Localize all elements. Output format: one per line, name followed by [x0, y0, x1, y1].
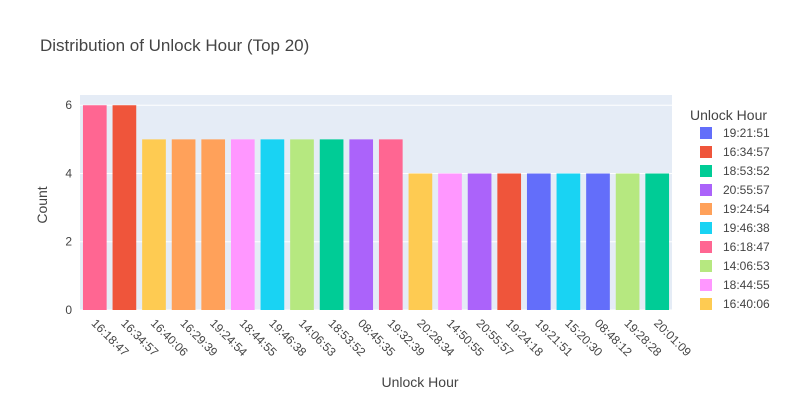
legend-swatch: [700, 165, 712, 177]
legend-item[interactable]: 19:24:54: [700, 202, 770, 216]
legend-swatch: [700, 298, 712, 310]
legend-title: Unlock Hour: [690, 107, 767, 123]
legend-swatch: [700, 260, 712, 272]
bar[interactable]: [171, 139, 196, 310]
bar[interactable]: [82, 105, 107, 310]
bar[interactable]: [201, 139, 226, 310]
legend-items: 19:21:51 16:34:57 18:53:52 20:55:57 19:24:54…: [700, 126, 770, 311]
bar[interactable]: [378, 139, 403, 310]
legend-item[interactable]: 20:55:57: [700, 183, 770, 197]
legend-label: 20:55:57: [723, 183, 770, 197]
legend-item[interactable]: 14:06:53: [700, 259, 770, 273]
legend[interactable]: Unlock Hour 19:21:51 16:34:57 18:53:52 20:5…: [690, 107, 770, 311]
bar[interactable]: [319, 139, 344, 310]
legend-label: 16:34:57: [723, 145, 770, 159]
legend-label: 16:18:47: [723, 240, 770, 254]
legend-swatch: [700, 279, 712, 291]
bar[interactable]: [230, 139, 255, 310]
legend-label: 19:21:51: [723, 126, 770, 140]
legend-item[interactable]: 16:34:57: [700, 145, 770, 159]
bar[interactable]: [438, 173, 462, 310]
bar[interactable]: [112, 105, 137, 310]
legend-label: 19:46:38: [723, 221, 770, 235]
legend-swatch: [700, 184, 712, 196]
x-ticks: 16:18:4716:34:5716:40:0616:29:3919:24:54…: [89, 316, 695, 359]
y-tick-label: 2: [65, 235, 72, 249]
bar[interactable]: [142, 139, 166, 310]
legend-label: 19:24:54: [723, 202, 770, 216]
plot-background: [80, 95, 672, 310]
bar[interactable]: [645, 173, 670, 310]
legend-label: 14:06:53: [723, 259, 770, 273]
legend-label: 18:53:52: [723, 164, 770, 178]
legend-swatch: [700, 222, 712, 234]
bar[interactable]: [526, 173, 551, 310]
y-axis-title: Count: [34, 186, 50, 223]
bars: [82, 105, 670, 310]
legend-item[interactable]: 18:53:52: [700, 164, 770, 178]
y-tick-label: 0: [65, 303, 72, 317]
legend-item[interactable]: 16:18:47: [700, 240, 770, 254]
legend-swatch: [700, 146, 712, 158]
legend-label: 16:40:06: [723, 297, 770, 311]
legend-swatch: [700, 203, 712, 215]
bar[interactable]: [408, 173, 433, 310]
x-axis-title: Unlock Hour: [381, 374, 458, 390]
bar[interactable]: [349, 139, 374, 310]
y-ticks: 0 2 4 6: [65, 98, 72, 317]
bar[interactable]: [467, 173, 492, 310]
legend-swatch: [700, 127, 712, 139]
legend-item[interactable]: 18:44:55: [700, 278, 770, 292]
bar[interactable]: [556, 173, 581, 310]
y-tick-label: 6: [65, 98, 72, 112]
legend-item[interactable]: 19:21:51: [700, 126, 770, 140]
legend-swatch: [700, 241, 712, 253]
bar[interactable]: [586, 173, 610, 310]
chart-title: Distribution of Unlock Hour (Top 20): [40, 36, 309, 55]
legend-label: 18:44:55: [723, 278, 770, 292]
y-tick-label: 4: [65, 166, 72, 180]
bar[interactable]: [260, 139, 285, 310]
legend-item[interactable]: 16:40:06: [700, 297, 770, 311]
legend-item[interactable]: 19:46:38: [700, 221, 770, 235]
bar[interactable]: [615, 173, 640, 310]
bar[interactable]: [290, 139, 314, 310]
bar[interactable]: [497, 173, 522, 310]
